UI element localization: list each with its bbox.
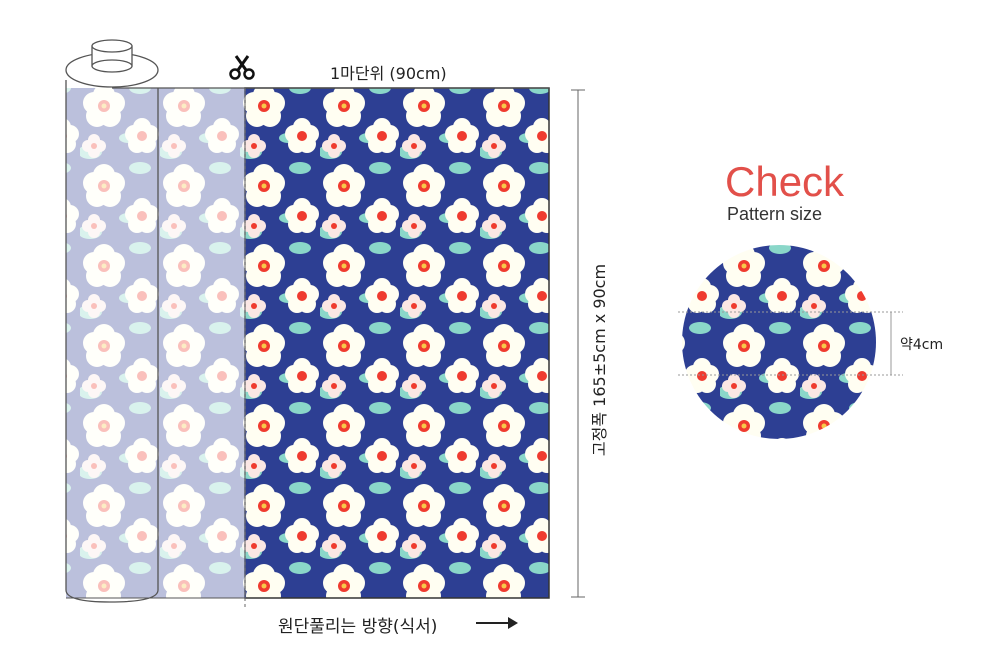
width-spec-label: 고정폭 165±5cm x 90cm: [590, 263, 609, 457]
pattern-size-circle: [682, 245, 876, 439]
check-subtitle: Pattern size: [727, 204, 823, 224]
fabric-panel: [245, 88, 549, 598]
fabric-roll: [66, 88, 246, 598]
scissors-icon: [229, 55, 255, 80]
pattern-size-label: 약4cm: [900, 337, 944, 353]
check-title: Check: [725, 158, 845, 205]
right-arrow-icon: [476, 617, 518, 629]
cut-unit-label: 1마단위 (90cm): [330, 64, 447, 83]
direction-label: 원단풀리는 방향(식서): [278, 617, 438, 637]
